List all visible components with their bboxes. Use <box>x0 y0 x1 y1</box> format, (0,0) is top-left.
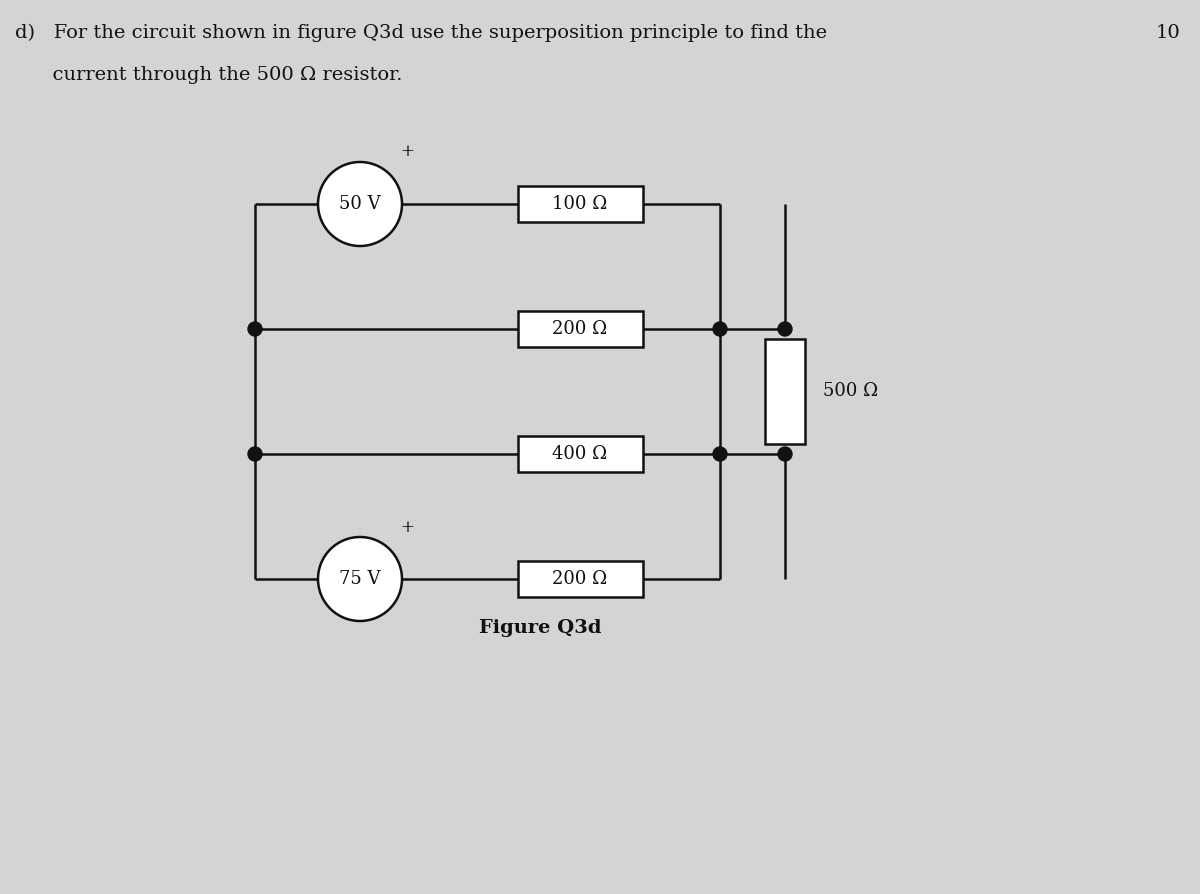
Text: d)   For the circuit shown in figure Q3d use the superposition principle to find: d) For the circuit shown in figure Q3d u… <box>14 24 827 42</box>
Bar <box>517 311 642 347</box>
Text: 200 Ω: 200 Ω <box>552 570 607 588</box>
Bar <box>517 436 642 472</box>
Bar <box>517 186 642 222</box>
Text: +: + <box>400 144 414 161</box>
Bar <box>766 339 805 444</box>
Circle shape <box>318 162 402 246</box>
Circle shape <box>318 537 402 621</box>
Circle shape <box>248 322 262 336</box>
Circle shape <box>778 447 792 461</box>
Text: current through the 500 Ω resistor.: current through the 500 Ω resistor. <box>14 66 402 84</box>
Bar <box>517 561 642 597</box>
Text: 50 V: 50 V <box>340 195 380 213</box>
Circle shape <box>778 322 792 336</box>
Circle shape <box>248 447 262 461</box>
Text: 200 Ω: 200 Ω <box>552 320 607 338</box>
Circle shape <box>713 447 727 461</box>
Text: +: + <box>400 519 414 536</box>
Circle shape <box>713 322 727 336</box>
Text: Figure Q3d: Figure Q3d <box>479 619 601 637</box>
Text: 75 V: 75 V <box>340 570 380 588</box>
Text: 10: 10 <box>1156 24 1180 42</box>
Text: 100 Ω: 100 Ω <box>552 195 607 213</box>
Text: 400 Ω: 400 Ω <box>552 445 607 463</box>
Text: 500 Ω: 500 Ω <box>823 383 878 401</box>
